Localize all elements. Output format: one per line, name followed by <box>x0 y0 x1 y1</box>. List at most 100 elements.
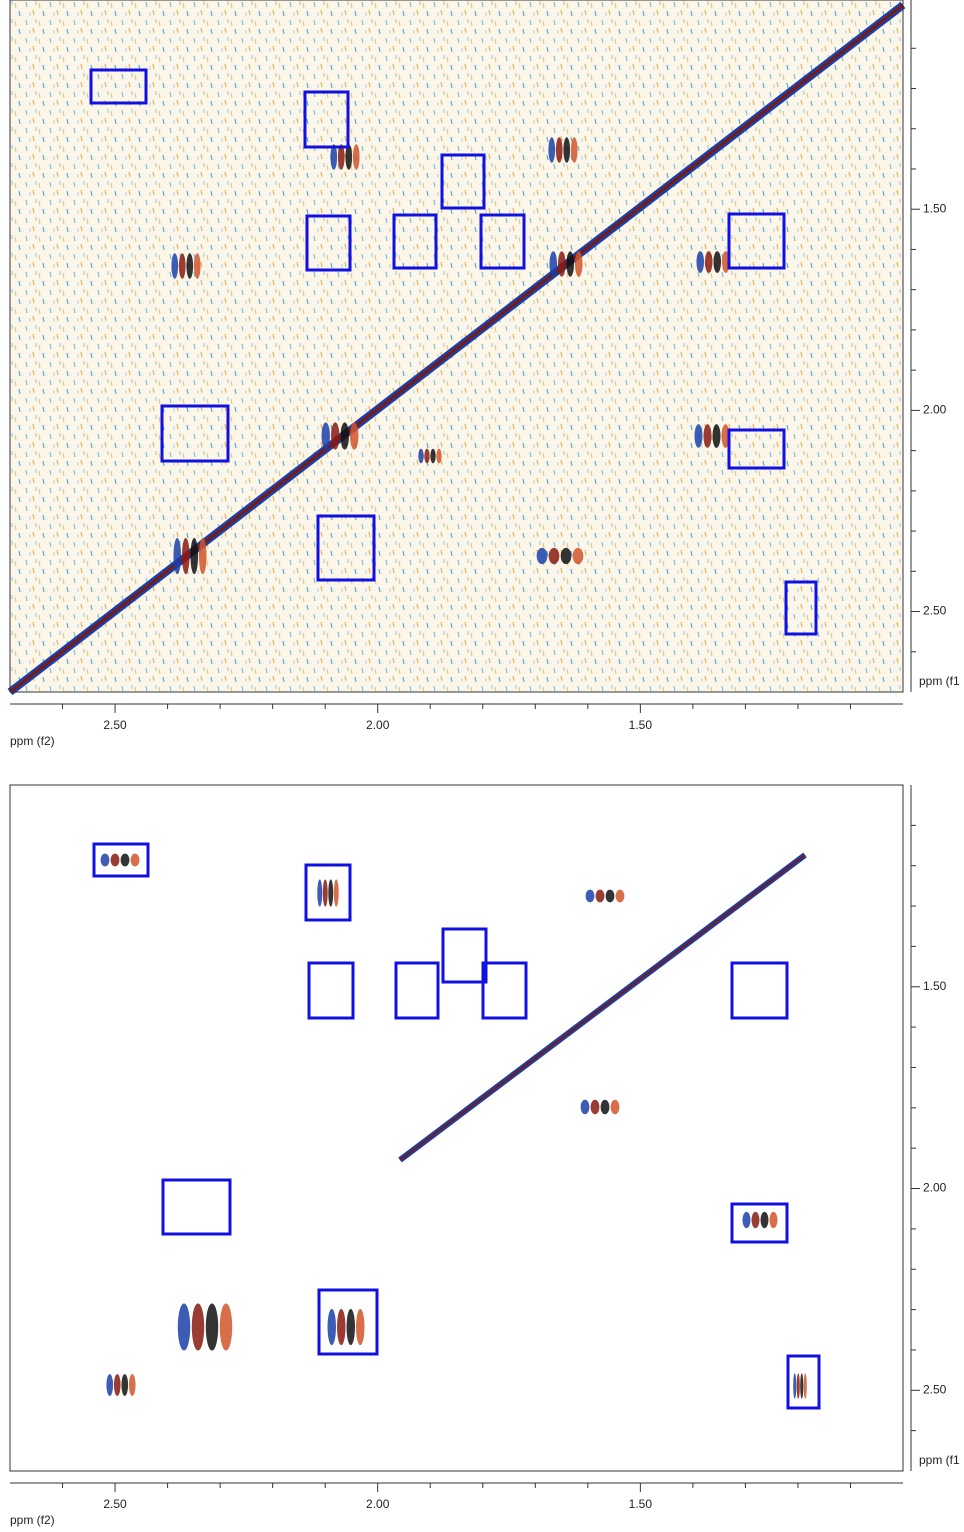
peak <box>110 853 120 867</box>
peak <box>694 424 703 448</box>
highlight-box <box>317 1288 379 1356</box>
peak <box>548 137 556 163</box>
peak <box>436 448 442 464</box>
spectrum-panel: 2.50 2.00 1.50 ppm (f2) 1.50 2.00 2.50 ppm (f1 <box>9 784 960 1527</box>
peak <box>352 144 360 170</box>
peak <box>610 1099 620 1115</box>
peak <box>186 253 194 279</box>
y-tick-label: 1.50 <box>923 979 947 993</box>
peak <box>328 879 334 907</box>
peak <box>181 537 190 575</box>
peak <box>193 253 201 279</box>
peak <box>712 424 721 448</box>
peak <box>106 1374 114 1396</box>
peak <box>580 1099 590 1115</box>
highlight-box <box>392 213 438 270</box>
peak <box>219 1303 233 1351</box>
peak <box>205 1303 219 1351</box>
peak <box>560 547 572 565</box>
highlight-box <box>730 1202 789 1244</box>
peak <box>760 1211 769 1229</box>
peak <box>803 1373 807 1399</box>
peak <box>742 1211 751 1229</box>
peak <box>327 1308 336 1346</box>
highlight-box <box>784 580 818 636</box>
highlight-box <box>786 1354 821 1410</box>
peak <box>713 251 722 273</box>
y-tick-label: 2.50 <box>923 604 947 618</box>
peak <box>100 853 110 867</box>
x-tick-label: 2.00 <box>366 1497 390 1511</box>
highlight-box <box>305 214 352 272</box>
peak <box>340 422 349 450</box>
peak <box>128 1374 136 1396</box>
peak <box>793 1373 797 1399</box>
highlight-box <box>92 842 150 878</box>
highlight-box <box>479 213 526 270</box>
peak <box>317 879 323 907</box>
diagonal <box>399 854 806 1161</box>
x-tick-label: 1.50 <box>629 718 653 732</box>
peak <box>430 448 436 464</box>
y-axis-label: ppm (f1 <box>919 1453 960 1467</box>
y-tick-label: 2.00 <box>923 403 947 417</box>
peak <box>350 422 359 450</box>
peak <box>557 251 566 277</box>
peak <box>330 144 338 170</box>
highlight-box <box>304 863 352 922</box>
peak <box>574 251 583 277</box>
peak <box>346 1308 355 1346</box>
highlight-box <box>730 961 789 1020</box>
peak <box>590 1099 600 1115</box>
peak <box>572 547 584 565</box>
x-tick-label: 1.50 <box>629 1497 653 1511</box>
highlight-box <box>316 514 376 582</box>
peak <box>555 137 563 163</box>
highlight-box <box>727 212 786 270</box>
highlight-box <box>161 1178 232 1236</box>
peak <box>751 1211 760 1229</box>
peak <box>536 547 548 565</box>
peak <box>177 1303 191 1351</box>
peak <box>549 251 558 277</box>
peak <box>198 537 207 575</box>
peak <box>566 251 575 277</box>
x-axis-label: ppm (f2) <box>10 734 55 748</box>
peak <box>563 137 571 163</box>
peak <box>173 537 182 575</box>
peak <box>800 1373 804 1399</box>
x-tick-label: 2.50 <box>103 1497 127 1511</box>
peak <box>696 251 705 273</box>
peak <box>178 253 186 279</box>
peak <box>171 253 179 279</box>
peak <box>337 144 345 170</box>
peak <box>113 1374 121 1396</box>
x-axis-label: ppm (f2) <box>10 1513 55 1527</box>
peak <box>331 422 340 450</box>
diagonal <box>9 3 904 694</box>
highlight-box <box>303 90 350 149</box>
peak <box>418 448 424 464</box>
peak <box>600 1099 610 1115</box>
highlight-box <box>89 68 148 105</box>
highlight-box <box>481 961 528 1020</box>
y-tick-label: 2.50 <box>923 1382 947 1396</box>
highlight-box <box>160 404 230 463</box>
peak <box>345 144 353 170</box>
peak <box>703 424 712 448</box>
plot-frame <box>9 784 904 1472</box>
peak <box>424 448 430 464</box>
y-tick-label: 2.00 <box>923 1181 947 1195</box>
peak <box>190 537 199 575</box>
peak <box>322 879 328 907</box>
peak <box>595 889 605 903</box>
peak <box>769 1211 778 1229</box>
peak <box>585 889 595 903</box>
peak <box>333 879 339 907</box>
peak <box>605 889 615 903</box>
peak <box>337 1308 346 1346</box>
peak <box>548 547 560 565</box>
peak <box>356 1308 365 1346</box>
y-axis-label: ppm (f1 <box>919 674 960 688</box>
